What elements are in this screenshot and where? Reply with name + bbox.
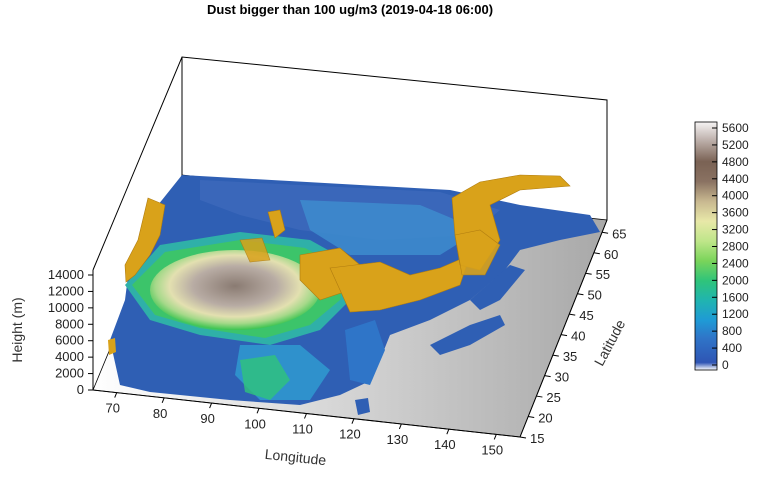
z-tick-label: 4000 xyxy=(55,349,84,364)
y-tick-label: 40 xyxy=(571,329,585,344)
y-tick-label: 35 xyxy=(563,349,577,364)
x-tick-mark xyxy=(114,392,118,398)
colorbar-tick-label: 4800 xyxy=(722,155,749,169)
z-tick-label: 0 xyxy=(77,382,84,397)
y-tick-mark xyxy=(577,293,584,296)
y-tick-mark xyxy=(536,395,543,398)
x-tick-label: 110 xyxy=(292,422,313,437)
y-tick-mark xyxy=(569,313,576,316)
colorbar-tick-label: 3600 xyxy=(722,206,749,220)
y-axis-label: Latitude xyxy=(591,317,629,369)
colorbar-tick-label: 0 xyxy=(722,358,729,372)
colorbar-tick-label: 2000 xyxy=(722,273,749,287)
y-tick-label: 60 xyxy=(604,247,618,262)
y-tick-mark xyxy=(552,354,559,357)
z-tick-label: 10000 xyxy=(48,300,84,315)
x-tick-label: 70 xyxy=(105,401,119,416)
colorbar-tick-label: 1200 xyxy=(722,307,749,321)
z-tick-label: 14000 xyxy=(48,267,84,282)
colorbar-tick-label: 5600 xyxy=(722,121,749,135)
x-axis-ticks: 70 80 90 100 110 120 130 140 150 xyxy=(105,392,503,457)
colorbar-tick-label: 1600 xyxy=(722,290,749,304)
colorbar-tick-label: 2800 xyxy=(722,240,749,254)
y-tick-mark xyxy=(601,231,609,234)
x-tick-mark xyxy=(351,418,355,424)
y-tick-label: 50 xyxy=(587,288,601,303)
x-tick-mark xyxy=(161,397,165,404)
x-tick-label: 130 xyxy=(387,432,409,447)
y-tick-label: 45 xyxy=(579,308,593,323)
colorbar-tick-label: 4000 xyxy=(722,189,749,203)
y-tick-mark xyxy=(560,334,568,337)
y-tick-mark xyxy=(519,436,527,439)
colorbar-tick-label: 4400 xyxy=(722,172,749,186)
x-tick-label: 100 xyxy=(244,416,266,431)
chart-title: Dust bigger than 100 ug/m3 (2019-04-18 0… xyxy=(206,2,494,17)
y-tick-label: 30 xyxy=(555,370,569,385)
x-tick-mark xyxy=(446,428,450,435)
x-tick-label: 150 xyxy=(481,442,503,457)
x-tick-label: 80 xyxy=(153,406,167,421)
y-tick-label: 55 xyxy=(596,267,610,282)
colorbar-tick-label: 3200 xyxy=(722,223,749,237)
colorbar-tick-label: 5200 xyxy=(722,138,749,152)
x-tick-label: 120 xyxy=(339,427,361,442)
x-tick-mark xyxy=(493,434,497,440)
z-axis-label: Height (m) xyxy=(9,297,25,362)
z-tick-label: 8000 xyxy=(55,316,84,331)
colorbar-tick-label: 2400 xyxy=(722,256,749,270)
x-tick-label: 140 xyxy=(434,437,456,452)
y-tick-label: 15 xyxy=(530,431,544,446)
x-tick-mark xyxy=(304,413,307,419)
x-tick-label: 90 xyxy=(200,411,214,426)
y-tick-mark xyxy=(593,252,600,255)
z-tick-label: 12000 xyxy=(48,283,84,298)
y-tick-label: 65 xyxy=(612,226,626,241)
y-axis-ticks: 15 20 25 30 35 40 45 50 55 60 65 xyxy=(519,226,627,446)
colorbar-tick-label: 400 xyxy=(722,341,742,355)
colorbar-tick-label: 800 xyxy=(722,324,742,338)
x-axis-label: Longitude xyxy=(264,446,327,468)
plot-box xyxy=(92,56,608,271)
x-tick-mark xyxy=(256,408,260,414)
z-tick-label: 2000 xyxy=(55,366,84,381)
y-tick-label: 20 xyxy=(538,411,552,426)
y-tick-label: 25 xyxy=(546,390,560,405)
x-tick-mark xyxy=(209,402,213,409)
dust-isosurface xyxy=(124,174,571,313)
z-tick-label: 6000 xyxy=(55,333,84,348)
y-tick-mark xyxy=(585,272,592,275)
x-tick-mark xyxy=(398,423,402,430)
colorbar-ticks: 0 400 800 1200 1600 2000 2400 2800 3200 3600 4000 4… xyxy=(712,121,749,372)
y-tick-mark xyxy=(544,375,551,378)
y-tick-mark xyxy=(528,416,535,419)
